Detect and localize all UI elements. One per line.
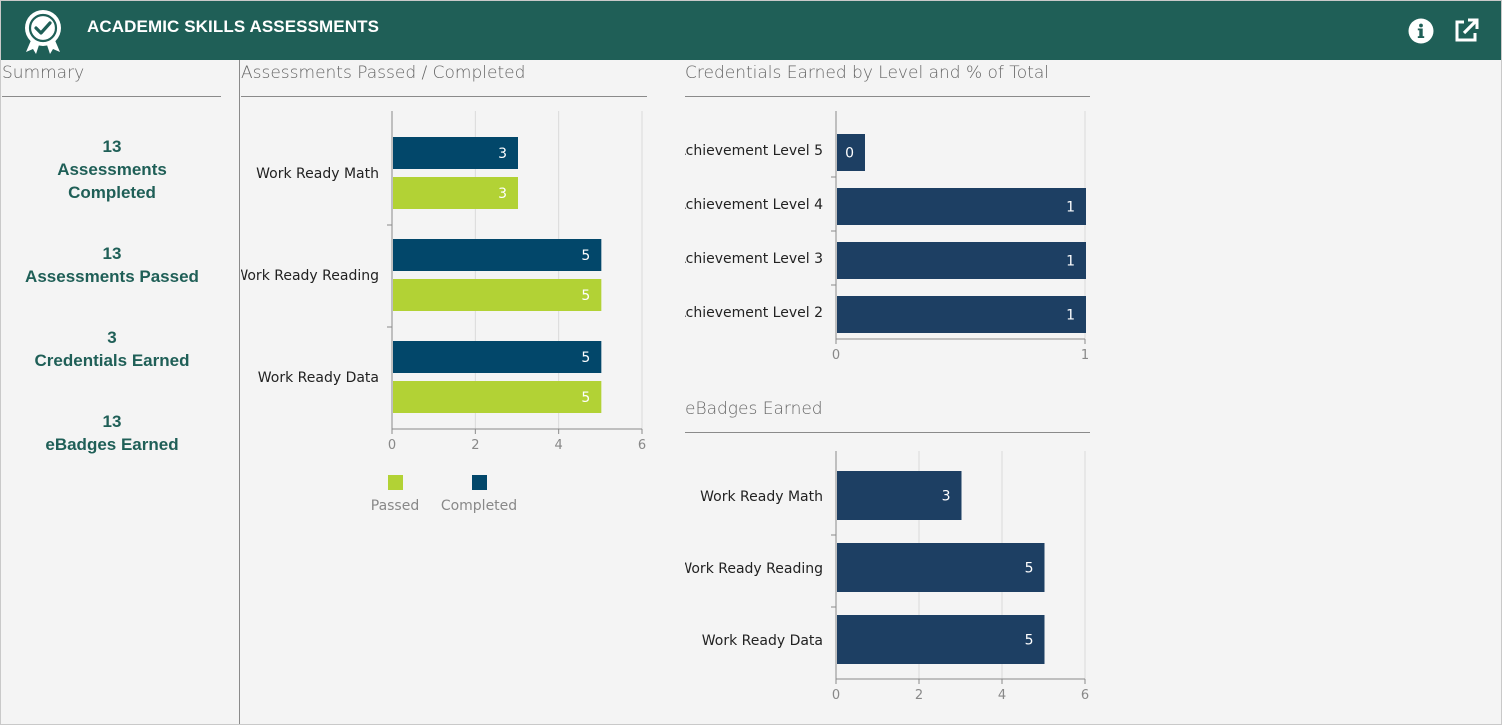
passed-completed-chart: 0 2 4 6 Work Ready Math 3 3 Work Ready Reading 5… — [241, 111, 646, 514]
award-ribbon-check-icon — [25, 10, 61, 54]
x-tick-label: 2 — [471, 438, 479, 453]
data-label-completed-work-ready-math: 3 — [498, 146, 507, 162]
x-tick-label: 2 — [915, 688, 923, 703]
bar-completed-work-ready-data — [393, 341, 602, 373]
bar-passed-work-ready-math — [393, 177, 518, 209]
bar-completed-work-ready-math — [393, 137, 518, 169]
summary-value: 13 — [102, 137, 122, 156]
category-label-achievement-level-3: Achievement Level 3 — [685, 251, 823, 267]
summary-credentials-earned: 3 Credentials Earned — [1, 326, 223, 372]
category-label-work-ready-math: Work Ready Math — [700, 489, 823, 505]
bar-value-work-ready-reading — [837, 543, 1045, 592]
category-label-achievement-level-2: Achievement Level 2 — [685, 305, 823, 321]
summary-assessments-completed: 13 Assessments Completed — [1, 135, 223, 204]
bar-value-achievement-level-4 — [837, 188, 1086, 225]
credentials-title: Credentials Earned by Level and % of Tot… — [685, 63, 1050, 83]
category-label-work-ready-reading: Work Ready Reading — [685, 561, 823, 577]
data-label-value-achievement-level-5: 0 — [845, 146, 854, 162]
bar-value-achievement-level-3 — [837, 242, 1086, 279]
x-tick-label: 6 — [1081, 688, 1089, 703]
legend-label-completed: Completed — [441, 498, 517, 514]
x-tick-label: 0 — [388, 438, 396, 453]
summary-value: 13 — [102, 244, 122, 263]
data-label-passed-work-ready-reading: 5 — [581, 288, 590, 304]
summary-label: Completed — [68, 183, 156, 202]
category-label-work-ready-data: Work Ready Data — [258, 370, 379, 386]
summary-label: eBadges Earned — [45, 435, 179, 454]
bar-passed-work-ready-reading — [393, 279, 602, 311]
summary-ebadges-earned: 13 eBadges Earned — [1, 410, 223, 456]
data-label-value-achievement-level-3: 1 — [1066, 254, 1075, 270]
category-label-work-ready-math: Work Ready Math — [256, 166, 379, 182]
data-label-value-achievement-level-2: 1 — [1066, 308, 1075, 324]
passed-completed-title: Assessments Passed / Completed — [241, 63, 526, 83]
legend-label-passed: Passed — [371, 498, 419, 514]
summary-value: 13 — [102, 412, 122, 431]
x-tick-label: 1 — [1081, 348, 1089, 363]
passed-completed-divider — [241, 96, 647, 97]
info-circle-icon[interactable] — [1407, 17, 1435, 45]
x-tick-label: 0 — [832, 688, 840, 703]
bar-completed-work-ready-reading — [393, 239, 602, 271]
summary-title: Summary — [2, 63, 85, 83]
category-label-work-ready-reading: Work Ready Reading — [241, 268, 379, 284]
data-label-value-work-ready-data: 5 — [1025, 633, 1034, 649]
summary-assessments-passed: 13 Assessments Passed — [1, 242, 223, 288]
data-label-completed-work-ready-data: 5 — [581, 350, 590, 366]
data-label-value-achievement-level-4: 1 — [1066, 200, 1075, 216]
bar-value-achievement-level-5 — [837, 134, 865, 171]
external-link-icon[interactable] — [1452, 17, 1480, 45]
header-bar: ACADEMIC SKILLS ASSESSMENTS — [1, 1, 1501, 60]
category-label-achievement-level-4: Achievement Level 4 — [685, 197, 823, 213]
data-label-value-work-ready-reading: 5 — [1025, 561, 1034, 577]
data-label-passed-work-ready-math: 3 — [498, 186, 507, 202]
data-label-value-work-ready-math: 3 — [942, 489, 951, 505]
legend-swatch-completed — [472, 475, 487, 490]
summary-label: Credentials Earned — [34, 351, 190, 370]
ebadges-chart: 0 2 4 6 Work Ready Math 3 Work Ready Reading 5 W… — [685, 451, 1089, 703]
bar-passed-work-ready-data — [393, 381, 602, 413]
data-label-completed-work-ready-reading: 5 — [581, 248, 590, 264]
credentials-chart: 0 1 Achievement Level 5 0 Achievement Level … — [685, 111, 1089, 363]
ebadges-divider — [685, 432, 1090, 433]
bar-value-work-ready-data — [837, 615, 1045, 664]
bar-value-work-ready-math — [837, 471, 962, 520]
x-tick-label: 0 — [832, 348, 840, 363]
summary-label: Assessments — [57, 160, 167, 179]
legend-swatch-passed — [388, 475, 403, 490]
ebadges-title: eBadges Earned — [685, 399, 823, 419]
x-tick-label: 6 — [638, 438, 646, 453]
summary-column-divider — [239, 60, 240, 724]
summary-divider — [2, 96, 221, 97]
bar-value-achievement-level-2 — [837, 296, 1086, 333]
category-label-work-ready-data: Work Ready Data — [702, 633, 823, 649]
app-title: ACADEMIC SKILLS ASSESSMENTS — [87, 17, 380, 36]
x-tick-label: 4 — [555, 438, 563, 453]
credentials-divider — [685, 96, 1090, 97]
category-label-achievement-level-5: Achievement Level 5 — [685, 143, 823, 159]
x-tick-label: 4 — [998, 688, 1006, 703]
summary-label: Assessments Passed — [25, 267, 199, 286]
data-label-passed-work-ready-data: 5 — [581, 390, 590, 406]
summary-value: 3 — [107, 328, 117, 347]
